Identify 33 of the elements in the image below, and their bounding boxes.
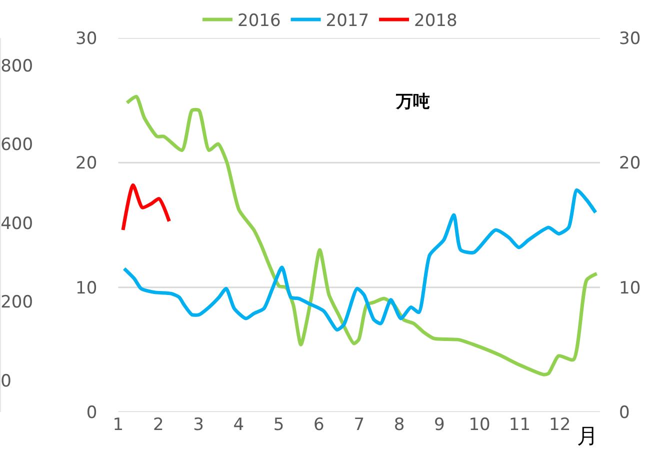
y3-tick-label: 200: [0, 292, 34, 313]
legend-label: 2017: [326, 11, 370, 32]
y3-tick-label: 0: [0, 371, 12, 392]
legend-label: 2016: [238, 11, 281, 32]
line-series: [122, 188, 598, 332]
line-series: [125, 94, 599, 376]
x-axis-title: 月: [577, 424, 598, 448]
y3-tick-label: 600: [0, 135, 34, 156]
y-tick-label: 0: [86, 402, 98, 423]
x-tick-label: 9: [434, 415, 445, 435]
x-tick-label: 4: [233, 415, 244, 435]
x-tick-label: 7: [354, 415, 365, 435]
x-tick-label: 10: [468, 415, 490, 435]
x-tick-label: 8: [394, 415, 405, 435]
line-series: [121, 183, 171, 232]
x-tick-label: 5: [273, 415, 284, 435]
x-tick-label: 1: [112, 415, 124, 435]
y-tick-label: 10: [76, 278, 98, 298]
y2-tick-label: 30: [619, 28, 641, 49]
x-tick-label: 6: [314, 415, 324, 435]
y3-tick-label: 400: [0, 214, 34, 234]
annotation: 万吨: [395, 92, 430, 112]
x-tick-label: 3: [193, 415, 204, 435]
y3-tick-label: 800: [0, 56, 34, 77]
y2-tick-label: 10: [619, 278, 641, 298]
y-tick-label: 20: [76, 154, 98, 174]
y2-tick-label: 0: [619, 402, 630, 423]
y-tick-label: 30: [76, 28, 98, 49]
x-tick-label: 11: [508, 415, 531, 435]
y2-tick-label: 20: [619, 154, 641, 174]
x-tick-label: 2: [152, 415, 164, 435]
x-tick-label: 12: [549, 415, 571, 435]
legend-label: 2018: [414, 11, 458, 32]
